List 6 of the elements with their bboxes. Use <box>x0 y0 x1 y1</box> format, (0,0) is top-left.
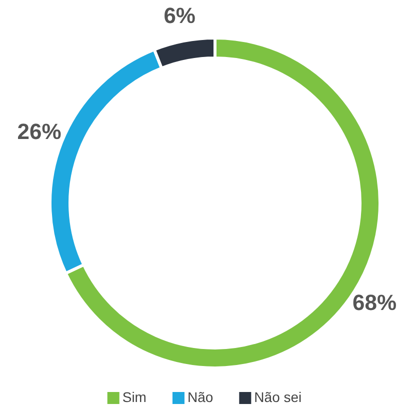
data-label: 26% <box>17 119 62 144</box>
legend-label: Não <box>187 389 214 405</box>
legend-label: Não sei <box>254 389 302 405</box>
legend-label: Sim <box>122 389 146 405</box>
data-label: 68% <box>352 290 397 316</box>
data-label: 6% <box>164 3 196 28</box>
